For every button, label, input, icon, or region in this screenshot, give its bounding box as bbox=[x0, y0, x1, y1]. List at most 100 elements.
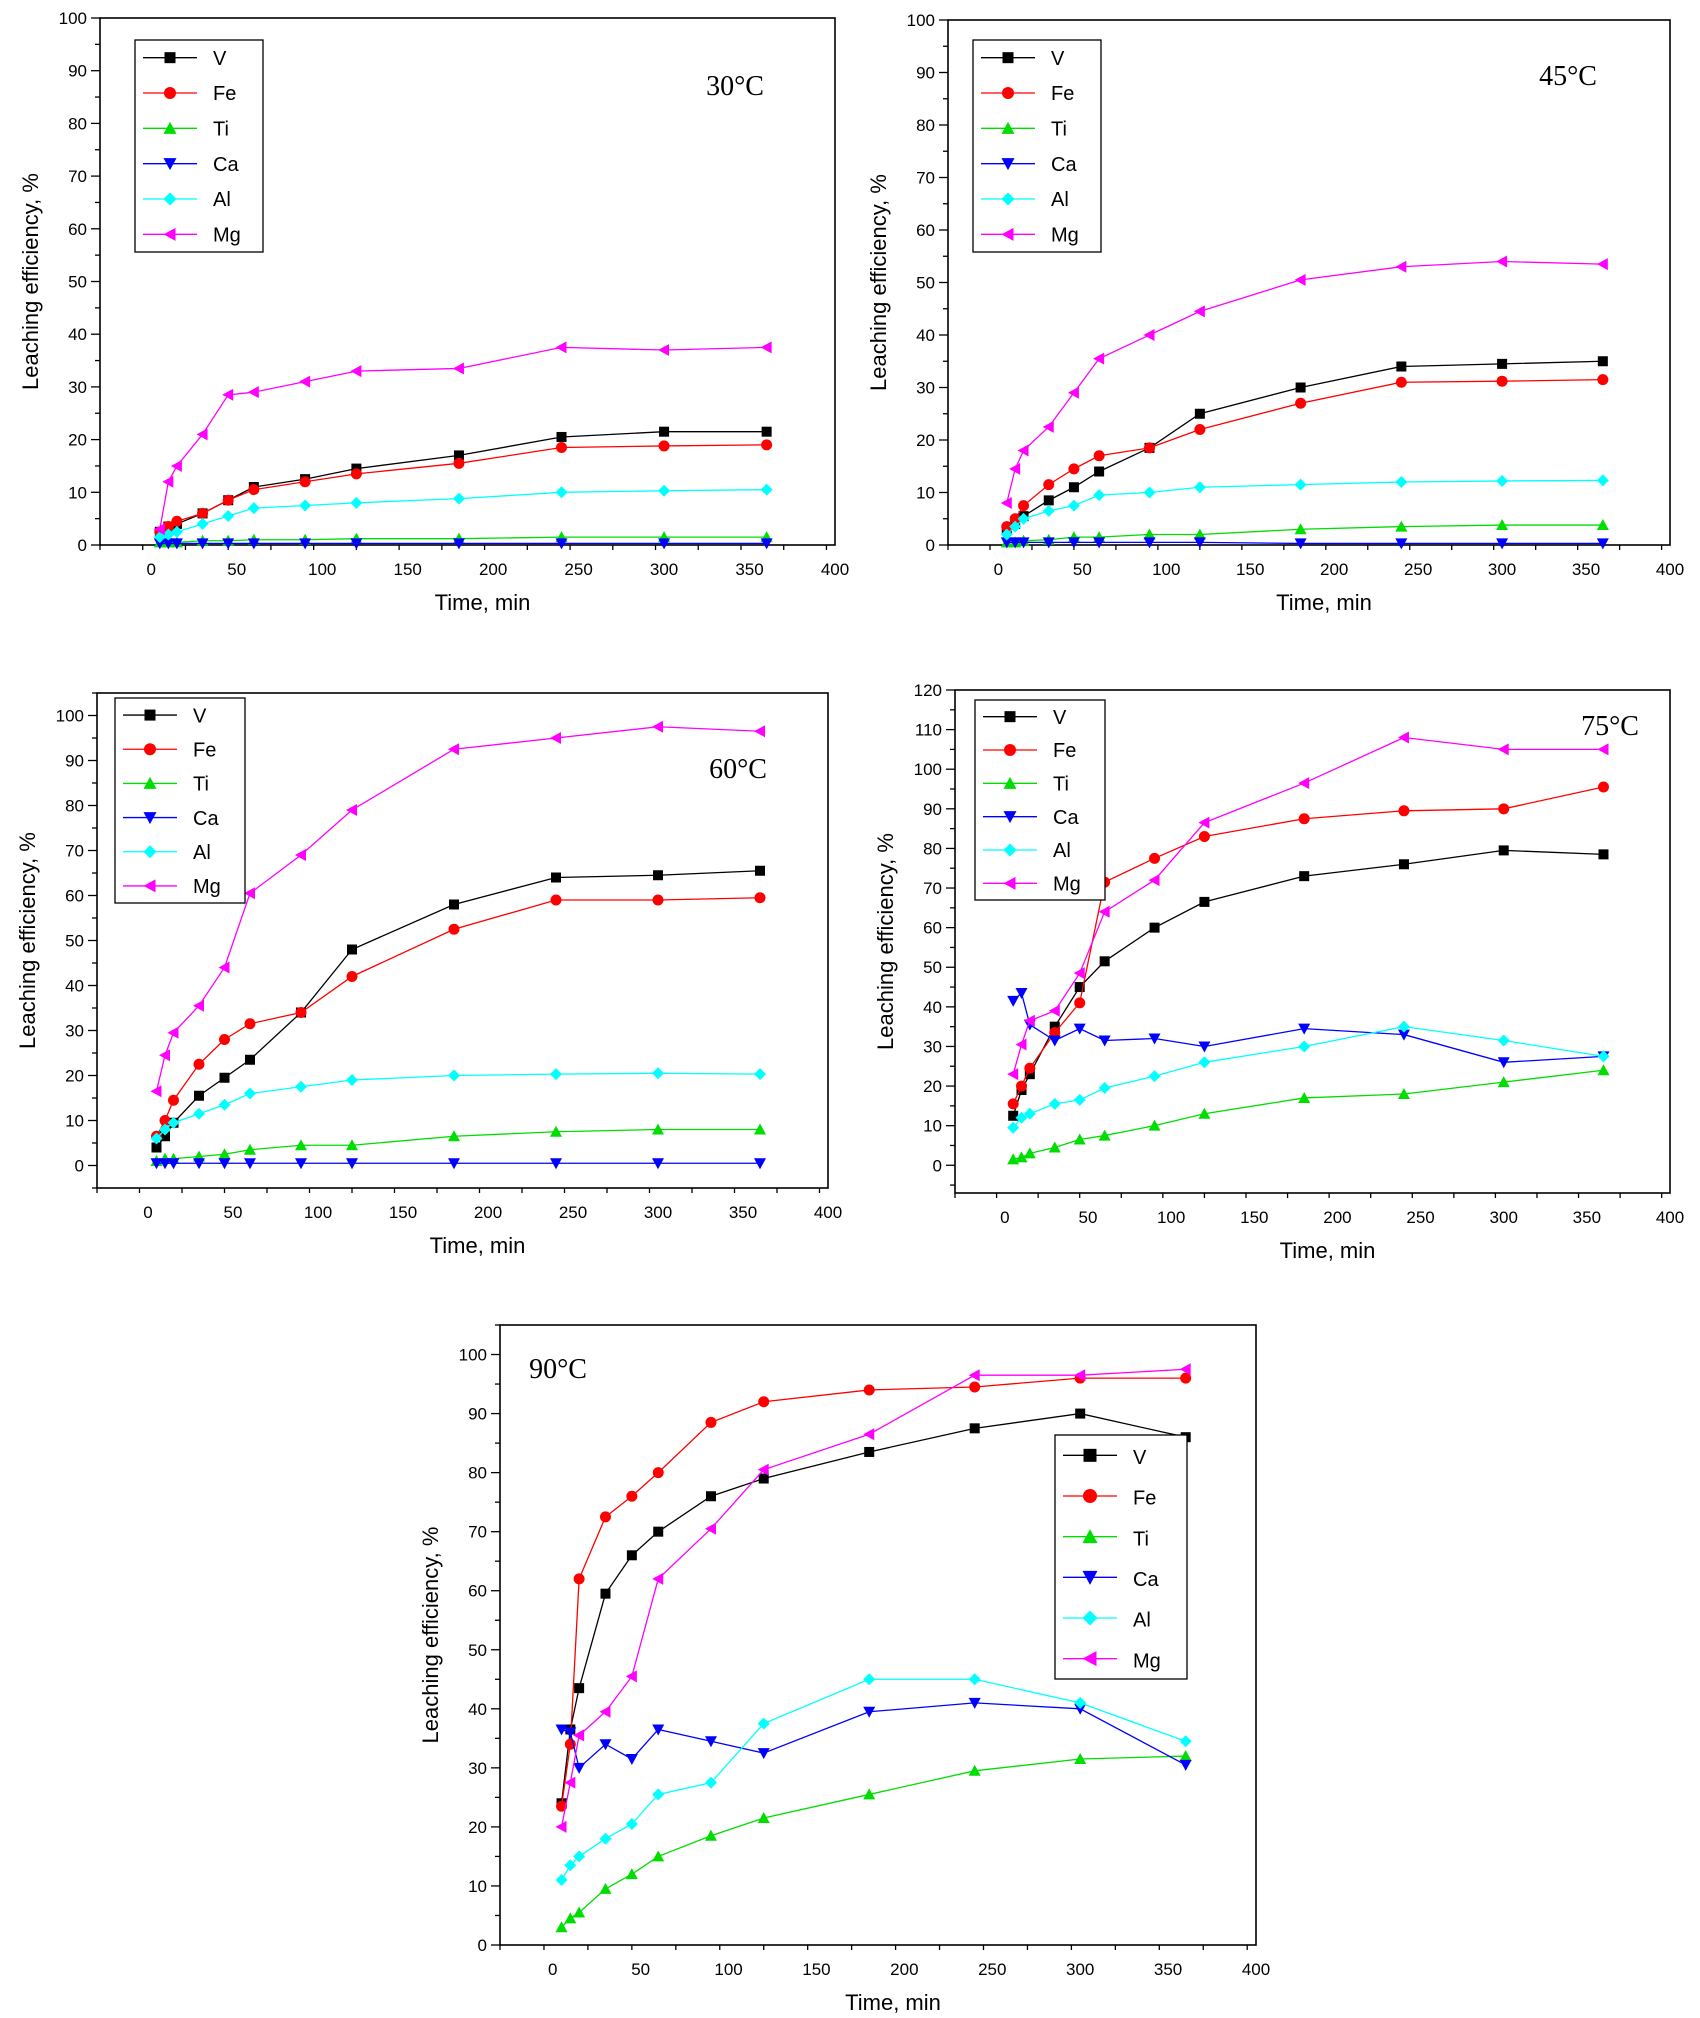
data-point-mg bbox=[652, 1572, 664, 1585]
data-point-ca bbox=[222, 538, 235, 550]
series-ca bbox=[150, 1158, 766, 1170]
data-point-fe bbox=[1024, 1062, 1036, 1074]
legend-marker-mg bbox=[163, 227, 176, 241]
y-tick-label: 10 bbox=[916, 484, 935, 503]
data-point-al bbox=[193, 1107, 205, 1120]
data-point-mg bbox=[1198, 816, 1210, 829]
data-point-al bbox=[1017, 512, 1030, 525]
data-point-v bbox=[1043, 495, 1054, 506]
data-point-v bbox=[194, 1090, 204, 1101]
data-point-mg bbox=[196, 428, 208, 441]
data-point-mg bbox=[1074, 1369, 1086, 1382]
chart-panel-4: 0 50 100 150 200 250 300 350 400 0 10 20 30 40 50 60 70 8… bbox=[873, 681, 1684, 1263]
data-point-al bbox=[159, 1123, 171, 1136]
legend: V Fe Ti Ca Al Mg bbox=[974, 699, 1106, 901]
legend-label-al: Al bbox=[213, 189, 231, 211]
data-point-fe bbox=[193, 1058, 205, 1070]
data-point-al bbox=[968, 1673, 981, 1686]
data-point-v bbox=[1498, 845, 1509, 856]
x-tick-label: 100 bbox=[1157, 1208, 1185, 1227]
legend-box bbox=[1054, 1434, 1188, 1680]
y-tick-label: 40 bbox=[65, 977, 84, 996]
data-point-al bbox=[222, 510, 235, 523]
data-point-mg bbox=[222, 388, 234, 401]
y-tick-label: 50 bbox=[68, 273, 87, 292]
data-point-mg bbox=[1179, 1363, 1191, 1376]
x-tick-label: 350 bbox=[735, 560, 763, 579]
y-tick-label: 20 bbox=[468, 1818, 487, 1837]
data-point-ca bbox=[555, 1724, 568, 1736]
y-axis-title: Leaching efficiency, % bbox=[418, 1527, 443, 1744]
data-point-mg bbox=[153, 523, 165, 536]
data-point-v bbox=[1094, 466, 1105, 477]
y-tick-label: 20 bbox=[68, 431, 87, 450]
data-point-mg bbox=[1009, 462, 1021, 475]
data-point-fe bbox=[1498, 803, 1510, 815]
series-line-mg bbox=[159, 346, 767, 530]
y-tick-label: 80 bbox=[916, 116, 935, 135]
y-axis-title: Leaching efficiency, % bbox=[18, 173, 43, 390]
legend-marker-fe bbox=[1002, 87, 1014, 99]
legend-label-al: Al bbox=[193, 842, 211, 864]
data-point-ti bbox=[1397, 1087, 1410, 1099]
data-point-al bbox=[350, 496, 363, 509]
y-tick-label: 70 bbox=[468, 1523, 487, 1542]
data-point-mg bbox=[1048, 1004, 1060, 1017]
data-point-ca bbox=[1294, 538, 1307, 550]
data-point-ca bbox=[247, 538, 260, 550]
legend-marker-ca bbox=[1003, 811, 1017, 824]
legend-marker-ti bbox=[1001, 121, 1015, 134]
temperature-label: 90°C bbox=[529, 1354, 587, 1385]
series-v bbox=[1008, 845, 1609, 1121]
x-tick-label: 200 bbox=[474, 1203, 502, 1222]
data-point-fe bbox=[1496, 375, 1508, 387]
data-point-mg bbox=[162, 475, 174, 488]
series-al bbox=[1007, 1020, 1610, 1134]
data-point-ti bbox=[754, 1123, 766, 1135]
x-tick-label: 350 bbox=[1154, 1960, 1182, 1979]
data-point-ti bbox=[1395, 520, 1408, 532]
x-tick-label: 100 bbox=[308, 560, 336, 579]
series-line-mg bbox=[1006, 260, 1603, 504]
data-point-ca bbox=[1042, 537, 1055, 549]
data-point-ca bbox=[346, 1158, 358, 1170]
y-tick-label: 10 bbox=[65, 1112, 84, 1131]
data-point-v bbox=[151, 1142, 162, 1153]
data-point-ti bbox=[1497, 1076, 1510, 1088]
data-point-fe bbox=[1143, 442, 1155, 454]
legend: V Fe Ti Ca Al Mg bbox=[114, 697, 246, 904]
data-point-ca bbox=[295, 1158, 307, 1170]
series-ca bbox=[1000, 537, 1609, 550]
data-point-ca bbox=[159, 1158, 171, 1170]
data-point-al bbox=[1496, 474, 1509, 487]
data-point-al bbox=[1143, 486, 1156, 499]
data-point-al bbox=[1148, 1070, 1161, 1083]
data-point-al bbox=[1048, 1097, 1061, 1110]
data-point-v bbox=[219, 1072, 230, 1083]
data-point-fe bbox=[1074, 997, 1086, 1009]
data-point-ti bbox=[1198, 1107, 1211, 1119]
data-point-ti bbox=[448, 1130, 460, 1142]
series-ca bbox=[153, 538, 773, 550]
data-point-mg bbox=[1023, 1014, 1035, 1027]
y-tick-label: 90 bbox=[923, 800, 942, 819]
data-point-fe bbox=[1597, 781, 1609, 793]
data-point-mg bbox=[218, 961, 230, 974]
data-point-fe bbox=[219, 1034, 230, 1045]
data-point-v bbox=[347, 944, 357, 955]
series-v bbox=[1001, 356, 1608, 535]
temperature-label: 75°C bbox=[1581, 711, 1639, 742]
series-al bbox=[153, 483, 773, 544]
data-point-ca bbox=[1017, 537, 1030, 549]
data-point-al bbox=[599, 1832, 612, 1845]
data-point-al bbox=[1397, 1020, 1410, 1033]
legend-marker-ti bbox=[143, 776, 157, 789]
data-point-ca bbox=[652, 1158, 664, 1170]
data-point-mg bbox=[448, 743, 459, 756]
x-tick-label: 350 bbox=[1573, 1208, 1601, 1227]
x-tick-label: 150 bbox=[389, 1203, 417, 1222]
data-point-ca bbox=[218, 1158, 231, 1170]
data-point-ti bbox=[1098, 1129, 1111, 1141]
x-tick-label: 0 bbox=[548, 1960, 557, 1979]
data-point-al bbox=[573, 1850, 586, 1863]
